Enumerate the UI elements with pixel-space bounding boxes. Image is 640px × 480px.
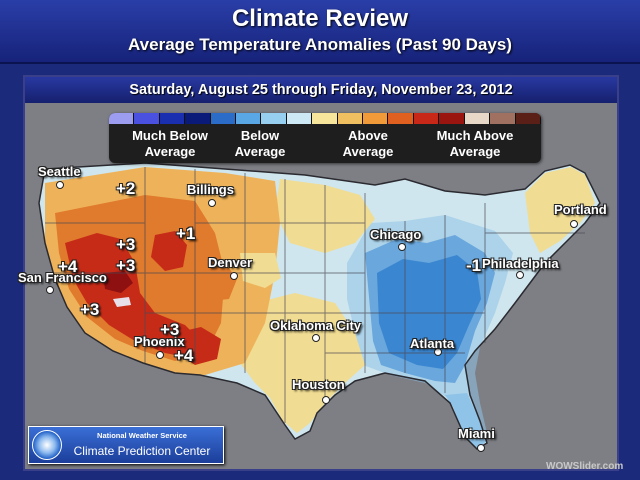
header-banner: Climate Review Average Temperature Anoma… — [0, 0, 640, 64]
legend-swatch — [134, 113, 160, 124]
city-label-denver: Denver — [208, 255, 253, 270]
legend-swatch — [159, 113, 186, 124]
legend-swatch — [286, 113, 313, 124]
city-marker-chicago — [398, 243, 406, 251]
city-marker-billings — [208, 199, 216, 207]
city-label-san-francisco: San Francisco — [18, 270, 107, 285]
anomaly-label: +3 — [160, 320, 180, 339]
page-title: Climate Review — [231, 5, 409, 32]
much-below-core — [377, 255, 481, 369]
slightly-above-south — [240, 293, 365, 433]
legend-above: Above Average — [342, 128, 394, 159]
watermark: WOWSlider.com — [546, 461, 624, 472]
salt-lake — [113, 297, 131, 307]
legend-swatch — [464, 113, 491, 124]
legend-swatch — [185, 113, 211, 124]
city-marker-phoenix — [156, 351, 164, 359]
legend-swatch — [312, 113, 338, 124]
anomaly-label: +3 — [116, 235, 136, 254]
city-marker-houston — [322, 396, 330, 404]
legend-much-below: Much Below Average — [132, 128, 208, 159]
city-marker-seattle — [56, 181, 64, 189]
city-marker-denver — [230, 272, 238, 280]
much-above-west — [65, 233, 203, 359]
legend-below: Below Average — [234, 128, 286, 159]
anomaly-legend: Much Below Average Below Average Above A… — [109, 113, 541, 163]
anomaly-label: +3 — [80, 300, 100, 319]
nws-cpc-badge: National Weather Service Climate Predict… — [28, 426, 224, 464]
florida — [445, 393, 487, 449]
legend-swatch — [363, 113, 389, 124]
legend-swatch — [236, 113, 262, 124]
legend-swatch — [490, 113, 516, 124]
date-range-banner: Saturday, August 25 through Friday, Nove… — [25, 77, 617, 103]
anomaly-label: +2 — [116, 179, 136, 198]
anomaly-label: +3 — [116, 256, 136, 275]
slightly-above-colorado — [240, 253, 281, 288]
anomaly-label: +4 — [174, 346, 194, 365]
us-outline — [38, 162, 601, 450]
city-label-philadelphia: Philadelphia — [482, 256, 559, 271]
cpc-label: Climate Prediction Center — [73, 444, 211, 458]
legend-swatch — [515, 113, 541, 124]
city-marker-philadelphia — [516, 271, 524, 279]
anomaly-label: -1 — [466, 256, 482, 275]
legend-swatches — [109, 113, 541, 124]
map-frame: Saturday, August 25 through Friday, Nove… — [23, 75, 619, 471]
legend-much-above: Much Above Average — [436, 128, 514, 159]
city-label-phoenix: Phoenix — [134, 334, 185, 349]
legend-swatch — [261, 113, 287, 124]
noaa-logo-icon — [32, 430, 62, 460]
legend-swatch — [388, 113, 414, 124]
nws-label: National Weather Service — [97, 431, 187, 440]
much-above-arizona — [175, 327, 221, 365]
page-subtitle: Average Temperature Anomalies (Past 90 D… — [128, 35, 512, 54]
city-marker-miami — [477, 444, 485, 452]
legend-swatch — [337, 113, 364, 124]
city-label-miami: Miami — [458, 426, 495, 441]
much-above-idaho — [151, 231, 187, 271]
city-label-houston: Houston — [292, 377, 345, 392]
anomaly-label: +1 — [176, 224, 196, 243]
legend-swatch — [439, 113, 465, 124]
city-label-portland: Portland — [554, 202, 607, 217]
city-marker-oklahoma-city — [312, 334, 320, 342]
city-label-oklahoma-city: Oklahoma City — [270, 318, 362, 333]
city-label-billings: Billings — [187, 182, 234, 197]
extreme-nevada — [103, 271, 133, 293]
state-lines — [45, 167, 585, 423]
city-label-atlanta: Atlanta — [410, 336, 455, 351]
legend-swatch — [109, 113, 135, 124]
legend-swatch — [210, 113, 237, 124]
us-anomaly-map — [38, 162, 601, 450]
legend-swatch — [413, 113, 440, 124]
city-marker-portland — [570, 220, 578, 228]
city-label-seattle: Seattle — [38, 164, 81, 179]
anomaly-label: +4 — [58, 257, 78, 276]
slightly-above-northeast — [525, 167, 595, 253]
city-label-chicago: Chicago — [370, 227, 422, 242]
city-marker-san-francisco — [46, 286, 54, 294]
city-marker-atlanta — [434, 348, 442, 356]
